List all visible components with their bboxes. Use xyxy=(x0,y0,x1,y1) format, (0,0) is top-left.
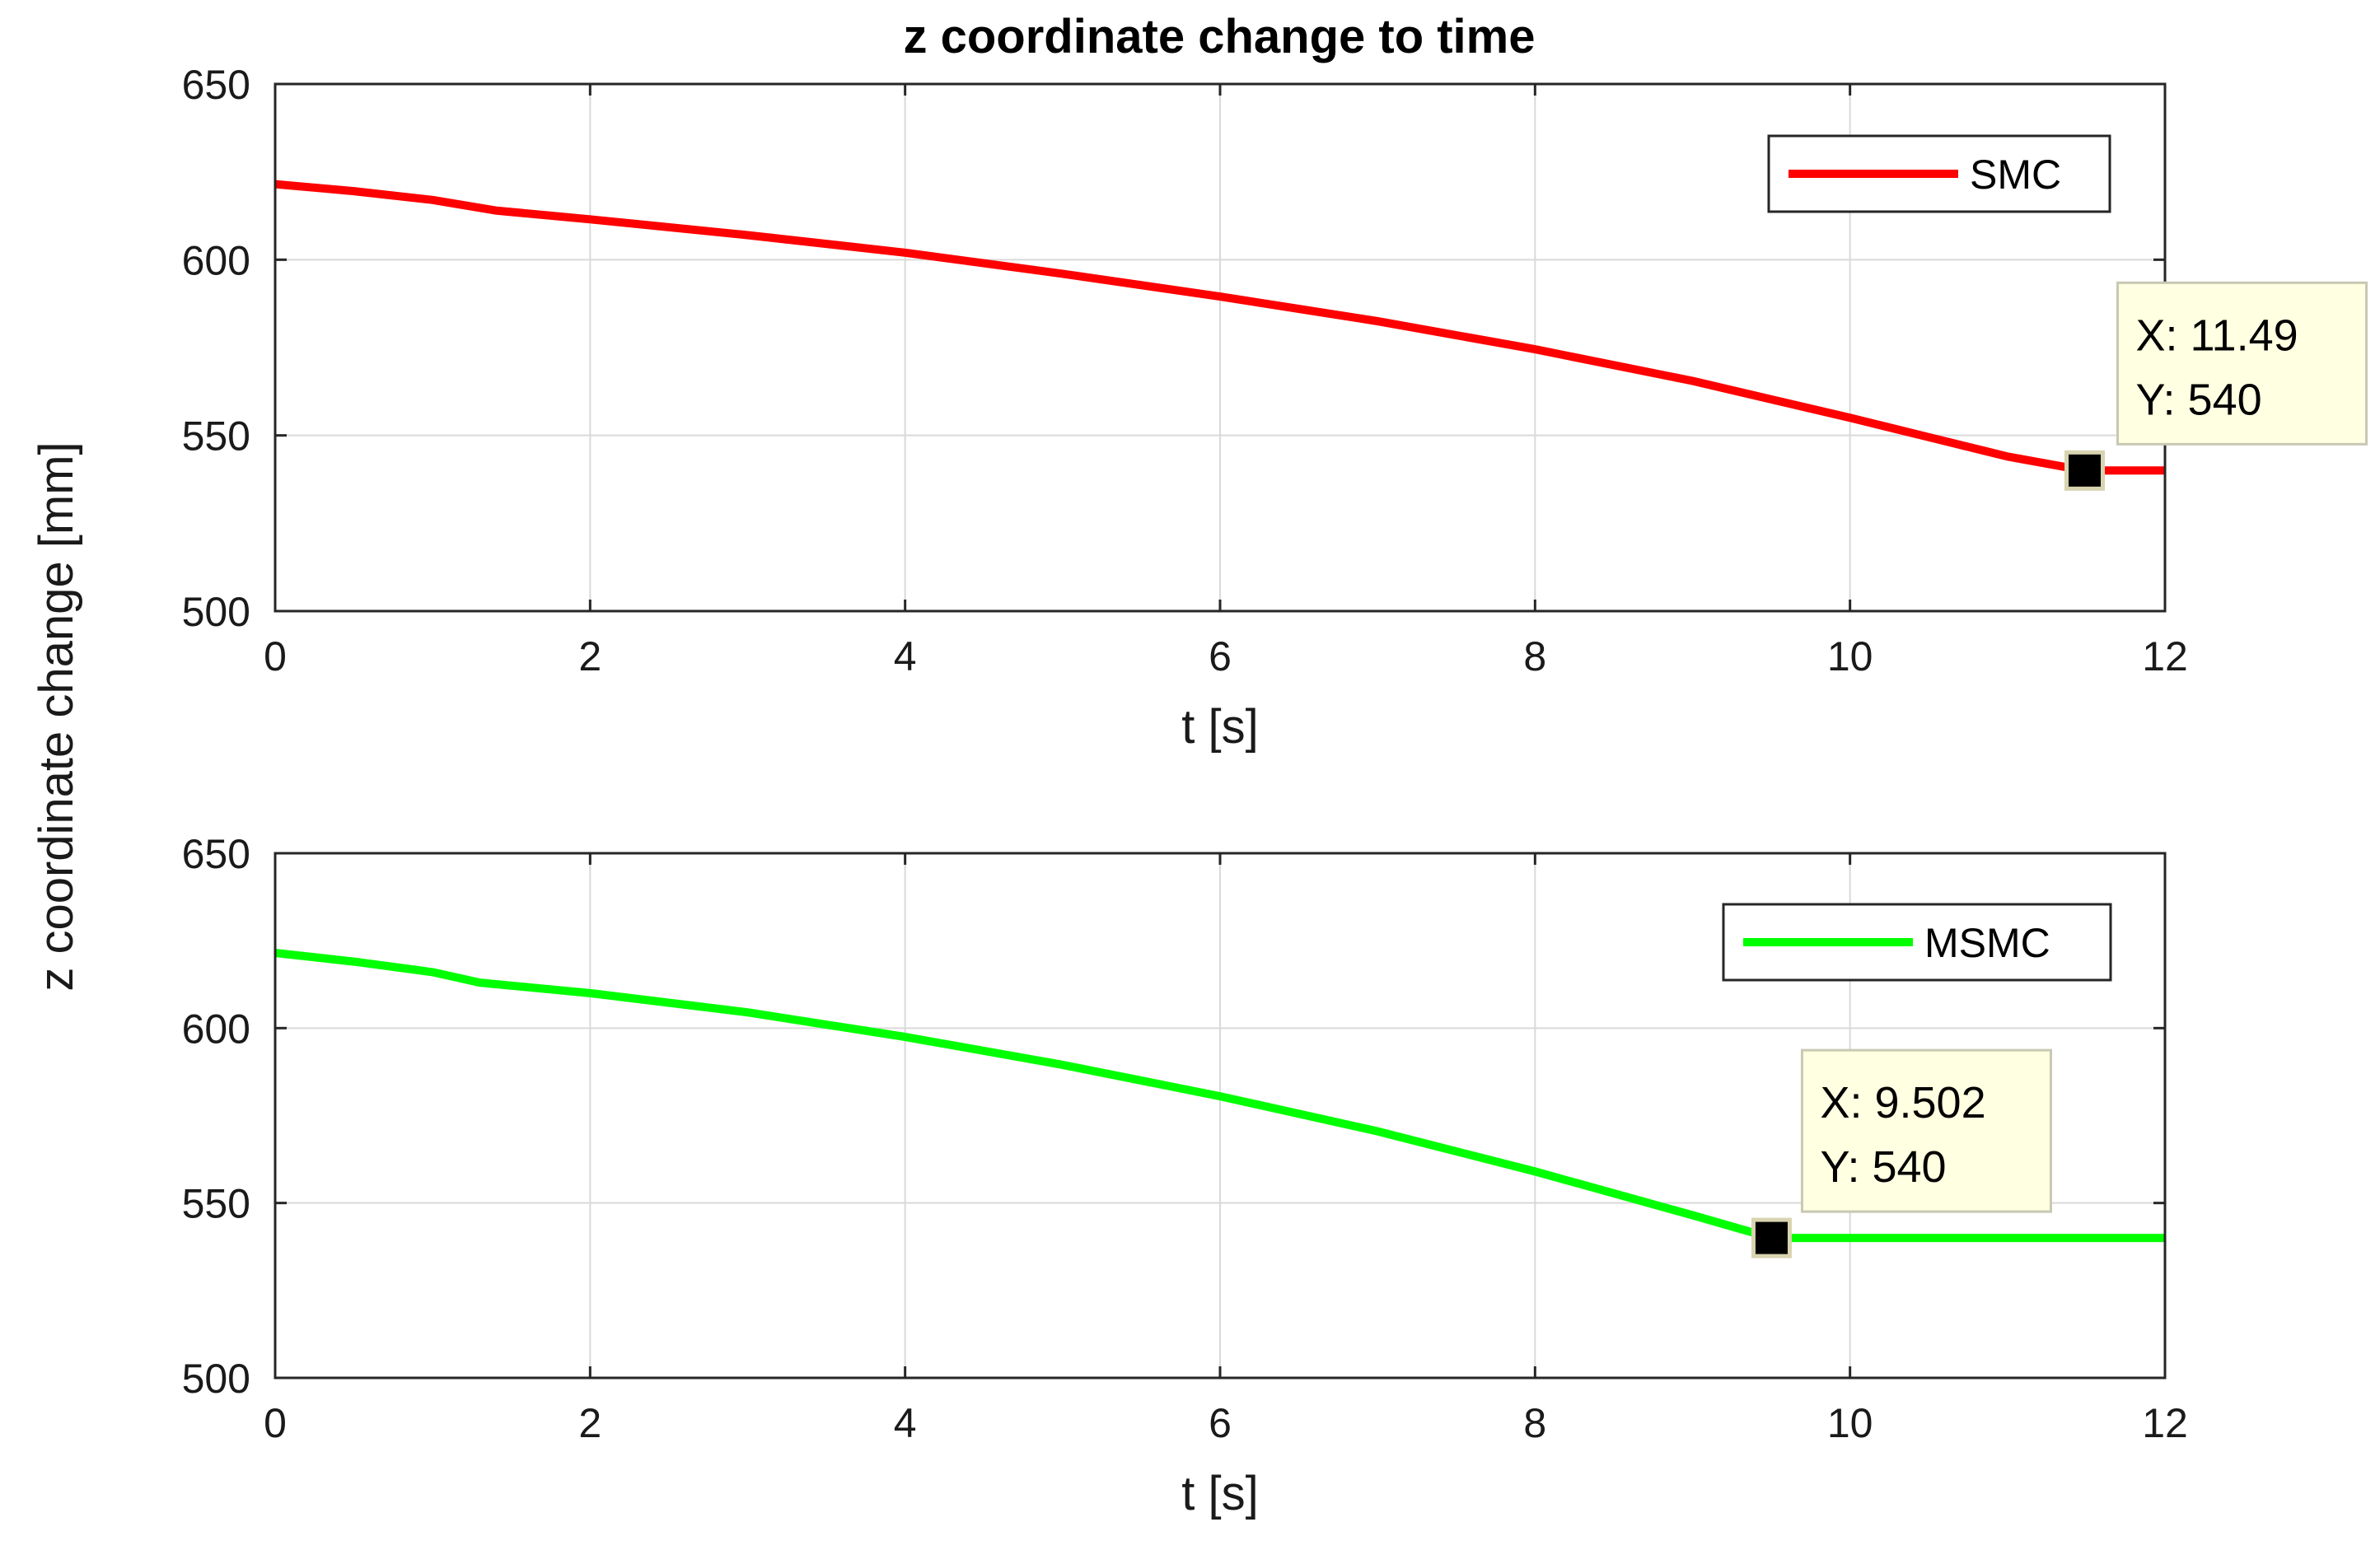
x-tick-label: 12 xyxy=(2142,1400,2188,1446)
datatip: X: 11.49 Y: 540 xyxy=(2064,281,2368,491)
x-tick-label: 0 xyxy=(264,633,287,679)
legend-label: SMC xyxy=(1970,152,2061,198)
y-tick-label: 650 xyxy=(182,831,250,877)
shared-y-axis-label: z coordinate change [mm] xyxy=(30,441,83,991)
x-tick-label: 6 xyxy=(1209,1400,1232,1446)
subplot-smc: 0 2 4 6 8 10 12 500 550 600 650 t [s] SMC X: 11.49 Y: … xyxy=(182,62,2368,754)
chart-title: z coordinate change to time xyxy=(904,10,1536,63)
x-tick-label: 4 xyxy=(894,1400,917,1446)
legend: SMC xyxy=(1767,134,2111,213)
y-tick-label: 550 xyxy=(182,413,250,460)
x-tick-label: 2 xyxy=(578,1400,601,1446)
x-tick-label: 12 xyxy=(2142,633,2188,679)
y-tick-label: 650 xyxy=(182,62,250,108)
x-tick-label: 10 xyxy=(1827,1400,1873,1446)
x-tick-label: 2 xyxy=(578,633,601,679)
datatip-x-text: X: 11.49 xyxy=(2136,310,2298,360)
datatip: X: 9.502 Y: 540 xyxy=(1751,1048,2052,1258)
x-tick-label: 4 xyxy=(894,633,917,679)
subplot-msmc: 0 2 4 6 8 10 12 500 550 600 650 t [s] MSMC X: 9.502 Y:… xyxy=(182,831,2188,1520)
x-tick-label: 8 xyxy=(1523,1400,1546,1446)
x-axis-label: t [s] xyxy=(1181,700,1258,754)
datatip-box xyxy=(2116,281,2368,446)
y-tick-label: 500 xyxy=(182,589,250,635)
x-tick-label: 0 xyxy=(264,1400,287,1446)
datatip-y-text: Y: 540 xyxy=(1820,1142,1946,1192)
x-tick-label: 10 xyxy=(1827,633,1873,679)
datatip-box xyxy=(1800,1048,2052,1213)
legend: MSMC xyxy=(1722,903,2112,982)
legend-label: MSMC xyxy=(1924,920,2050,966)
series-line-msmc xyxy=(274,949,2165,1243)
axes-box xyxy=(274,852,2167,1380)
y-tick-label: 600 xyxy=(182,237,250,283)
x-axis-label: t [s] xyxy=(1181,1467,1258,1520)
y-tick-label: 550 xyxy=(182,1181,250,1227)
datatip-marker xyxy=(1751,1217,1792,1258)
x-tick-label: 8 xyxy=(1523,633,1546,679)
y-tick-label: 500 xyxy=(182,1356,250,1402)
datatip-x-text: X: 9.502 xyxy=(1820,1078,1985,1127)
datatip-y-text: Y: 540 xyxy=(2136,375,2262,424)
y-tick-label: 600 xyxy=(182,1006,250,1052)
series-line-smc xyxy=(274,180,2165,475)
x-tick-label: 6 xyxy=(1209,633,1232,679)
datatip-marker xyxy=(2064,450,2106,491)
